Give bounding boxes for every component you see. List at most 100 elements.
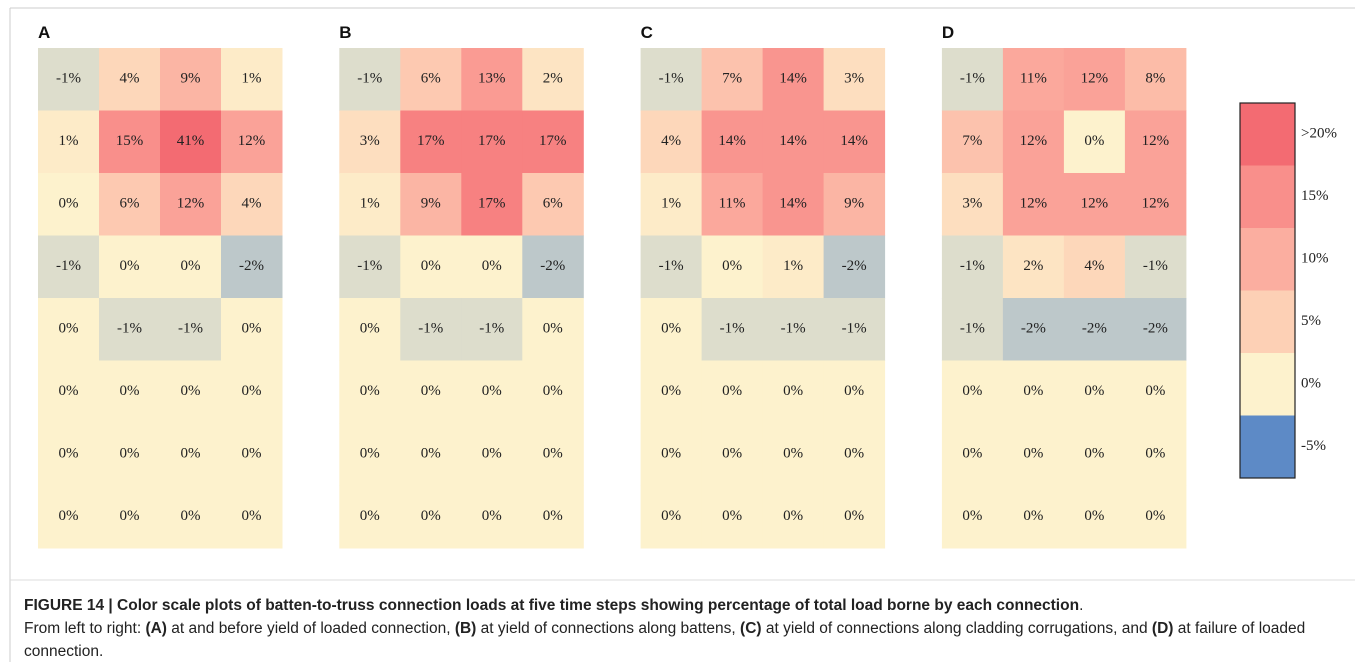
cell (522, 110, 584, 174)
cell (461, 110, 523, 174)
cell-label: 3% (360, 133, 380, 149)
cell-label: 6% (120, 196, 140, 212)
cell (221, 485, 283, 549)
cell (941, 423, 1004, 486)
cell-label: 1% (59, 133, 79, 149)
cell-label: 0% (181, 258, 201, 274)
cell-label: 0% (242, 383, 262, 399)
cell (522, 235, 584, 299)
colorbar-segment (1240, 103, 1295, 166)
cell-label: -1% (1143, 258, 1168, 274)
cell-label: 0% (242, 508, 262, 524)
cell-label: 0% (120, 508, 140, 524)
cell-label: 0% (783, 446, 803, 462)
colorbar-tick-label: -5% (1301, 438, 1326, 454)
cell (400, 298, 462, 361)
cell (1063, 485, 1126, 549)
cell (701, 360, 764, 424)
cell-label: -2% (1143, 321, 1168, 337)
cell-label: 0% (242, 446, 262, 462)
cell-label: 14% (779, 71, 807, 87)
cell-label: 0% (181, 446, 201, 462)
cell (38, 235, 100, 299)
cell (38, 423, 100, 486)
cell-label: 12% (1020, 196, 1048, 212)
cell (1063, 423, 1126, 486)
cell (1124, 423, 1187, 486)
cell (1002, 298, 1065, 361)
caption-line: From left to right: (A) at and before yi… (24, 617, 1344, 663)
cell (823, 423, 886, 486)
cell (1002, 423, 1065, 486)
colorbar-tick-label: >20% (1301, 126, 1337, 142)
cell-label: 0% (1023, 508, 1043, 524)
cell-label: 0% (482, 508, 502, 524)
cell-label: 0% (844, 383, 864, 399)
cell (339, 423, 401, 486)
cell-label: 0% (661, 446, 681, 462)
cell (38, 298, 100, 361)
cell (99, 48, 161, 111)
cell (762, 110, 825, 174)
cell (640, 423, 703, 486)
cell-label: 12% (238, 133, 266, 149)
cell-label: 0% (59, 446, 79, 462)
cell (1002, 360, 1065, 424)
cell-label: 0% (421, 508, 441, 524)
cell (339, 485, 401, 549)
cell-label: 0% (360, 321, 380, 337)
cell-label: 17% (478, 133, 506, 149)
cell (1002, 235, 1065, 299)
cell (221, 360, 283, 424)
cell-label: -1% (56, 258, 81, 274)
cell-label: 13% (478, 71, 506, 87)
cell (38, 173, 100, 236)
cell-label: 0% (421, 446, 441, 462)
cell-label: 12% (1142, 133, 1170, 149)
caption-text: (A) (145, 620, 167, 637)
cell (1063, 173, 1126, 236)
colorbar-tick-label: 0% (1301, 376, 1321, 392)
cell-label: 0% (543, 446, 563, 462)
cell (461, 485, 523, 549)
cell-label: 6% (421, 71, 441, 87)
caption-text: at yield of connections along battens, (476, 620, 741, 637)
cell (522, 485, 584, 549)
cell-label: -1% (117, 321, 142, 337)
caption-text: (D) (1151, 620, 1174, 637)
cell (522, 423, 584, 486)
cell (640, 485, 703, 549)
cell (762, 173, 825, 236)
cell (99, 485, 161, 549)
cell (221, 298, 283, 361)
colorbar-tick-label: 5% (1301, 313, 1321, 329)
cell (823, 110, 886, 174)
cell (941, 235, 1004, 299)
cell-label: 17% (417, 133, 445, 149)
cell (701, 48, 764, 111)
cell (339, 235, 401, 299)
cell (1124, 360, 1187, 424)
cell-label: 0% (1023, 383, 1043, 399)
cell (522, 298, 584, 361)
cell-label: 2% (1023, 258, 1043, 274)
caption-text: From left to right: (24, 620, 146, 637)
cell (400, 110, 462, 174)
cell-label: 0% (59, 383, 79, 399)
cell-label: 0% (844, 446, 864, 462)
cell (701, 235, 764, 299)
cell (1063, 298, 1126, 361)
cell-label: 0% (59, 508, 79, 524)
cell (640, 298, 703, 361)
cell (1002, 173, 1065, 236)
cell-label: 14% (779, 196, 807, 212)
cell (400, 48, 462, 111)
caption-text: at and before yield of loaded connection… (166, 620, 455, 637)
cell-label: -1% (960, 71, 985, 87)
cell-label: 0% (1084, 133, 1104, 149)
cell-label: 15% (116, 133, 144, 149)
cell-label: 0% (962, 446, 982, 462)
caption-text: (C) (740, 620, 762, 637)
cell-label: 0% (844, 508, 864, 524)
